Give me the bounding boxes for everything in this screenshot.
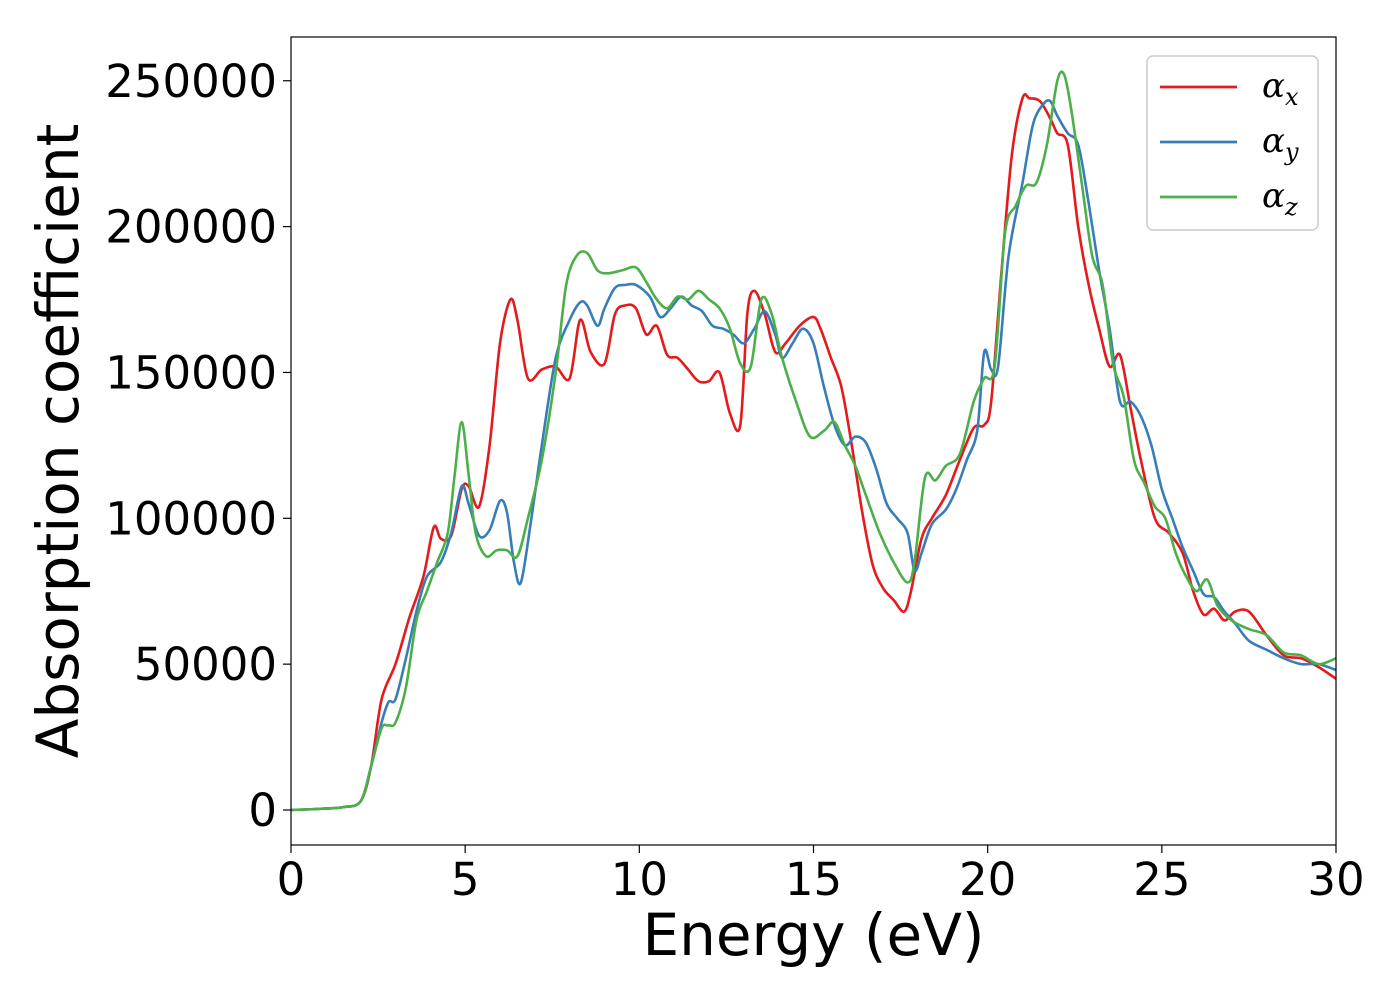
legend-label-x: αx [1262, 66, 1299, 111]
x-tick-label: 30 [1307, 853, 1364, 906]
series-line-z [290, 70, 1337, 812]
series-line-y [290, 99, 1337, 812]
y-tick-label: 0 [248, 784, 277, 837]
x-tick-label: 25 [1133, 853, 1190, 906]
x-tick-label: 20 [959, 853, 1016, 906]
ticks-layer: 0 5 10 15 20 25 30 0 50000 100000 150000 200000 2500… [105, 55, 1364, 906]
y-tick-label: 100000 [105, 492, 277, 545]
legend-label-y: αy [1262, 121, 1299, 166]
y-axis-title: Absorption coefficient [24, 124, 92, 759]
x-axis-title: Energy (eV) [642, 901, 984, 969]
series-line-x [290, 92, 1337, 812]
x-tick-label: 15 [785, 853, 842, 906]
y-tick-label: 200000 [105, 201, 277, 254]
y-tick-label: 50000 [134, 638, 277, 691]
y-tick-label: 150000 [105, 346, 277, 399]
y-tick-label: 250000 [105, 55, 277, 108]
legend-label-z: αz [1262, 176, 1298, 221]
legend: αx αy αz [1146, 55, 1319, 231]
x-tick-label: 5 [451, 853, 480, 906]
series-layer [290, 70, 1337, 812]
x-tick-label: 10 [611, 853, 668, 906]
x-tick-label: 0 [277, 853, 306, 906]
